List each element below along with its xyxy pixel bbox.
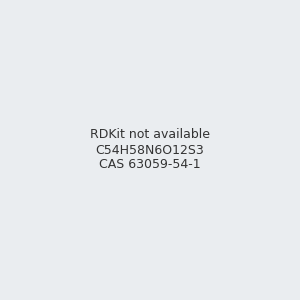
- Text: RDKit not available
C54H58N6O12S3
CAS 63059-54-1: RDKit not available C54H58N6O12S3 CAS 63…: [90, 128, 210, 172]
